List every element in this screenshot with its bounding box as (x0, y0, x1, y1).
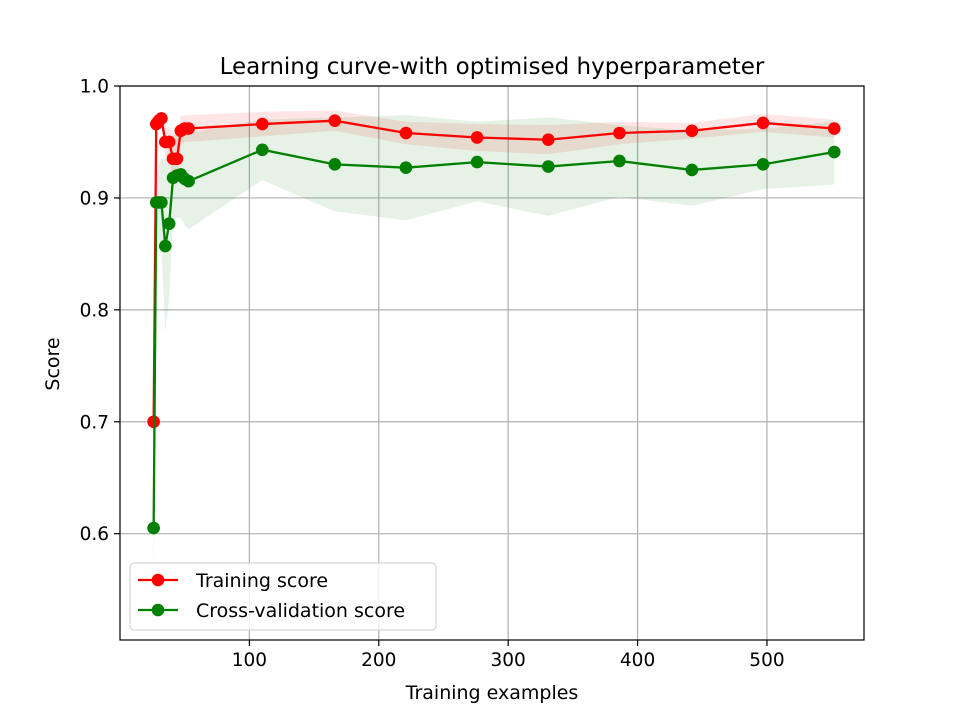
data-point (756, 158, 770, 171)
data-point (470, 155, 484, 169)
data-point (470, 131, 484, 144)
chart-title: Learning curve-with optimised hyperparam… (220, 54, 765, 80)
y-tick-label: 1.0 (80, 77, 109, 98)
data-point (827, 122, 841, 135)
data-point (158, 239, 172, 253)
data-point (685, 163, 699, 177)
legend: Training score Cross-validation score (129, 562, 437, 631)
data-point (541, 160, 555, 173)
data-point (182, 122, 195, 135)
data-point (147, 521, 160, 535)
legend-label: Cross-validation score (196, 600, 405, 622)
y-tick-label: 0.9 (80, 188, 109, 209)
x-tick-label: 300 (491, 650, 526, 671)
data-point (256, 143, 269, 157)
data-point (155, 112, 168, 125)
y-tick-label: 0.8 (80, 300, 109, 321)
data-point (256, 117, 269, 131)
axes-background (120, 86, 864, 640)
x-tick-label: 200 (361, 650, 396, 671)
plot-area: 100 200 300 400 500 0.6 0.7 0.8 0.9 1.0 Training s… (80, 77, 865, 671)
legend-label: Training score (195, 570, 328, 592)
data-point (827, 145, 841, 159)
data-point (328, 114, 342, 127)
x-tick-label: 400 (620, 650, 655, 671)
y-tick-label: 0.6 (80, 524, 109, 545)
data-point (182, 174, 195, 188)
legend-box (129, 562, 437, 631)
x-tick-label: 100 (232, 650, 267, 671)
data-point (399, 126, 413, 140)
y-axis-label: Score (42, 337, 64, 390)
data-point (328, 158, 342, 171)
data-point (399, 161, 413, 175)
data-point (756, 116, 770, 130)
data-point (162, 217, 176, 230)
x-tick-label: 500 (749, 650, 784, 671)
data-point (613, 154, 626, 168)
y-tick-label: 0.7 (80, 412, 109, 433)
data-point (162, 135, 176, 149)
axes-frame (119, 85, 865, 641)
data-point (541, 133, 555, 147)
data-point (613, 126, 626, 140)
legend-marker (151, 603, 165, 617)
data-point (685, 124, 699, 138)
data-point (155, 196, 168, 209)
data-point (170, 152, 184, 166)
legend-marker (151, 573, 165, 587)
x-axis-label: Training examples (405, 682, 579, 704)
